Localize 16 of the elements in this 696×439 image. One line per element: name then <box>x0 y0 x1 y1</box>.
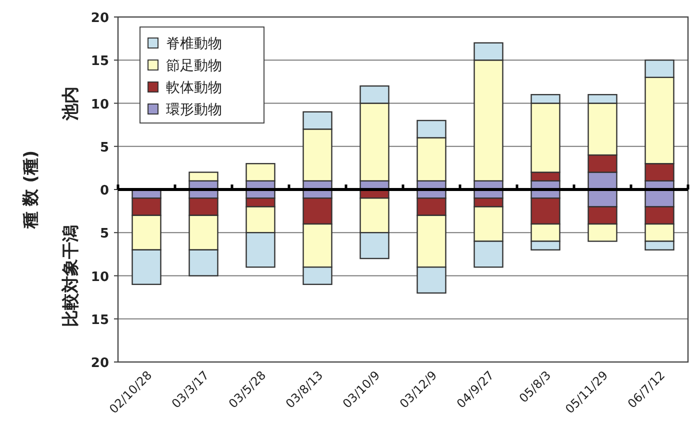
y-tick-label: 10 <box>90 97 109 112</box>
y-tick-label: 5 <box>100 140 109 156</box>
legend-label: 節足動物 <box>166 58 222 74</box>
y-tick-label: 20 <box>90 356 109 371</box>
y-tick-label: 5 <box>100 226 109 242</box>
legend-label: 環形動物 <box>166 102 222 118</box>
y-tick-label: 15 <box>90 312 109 328</box>
y-tick-label: 15 <box>90 54 109 70</box>
text: 池内 <box>61 86 81 122</box>
y-tick-label: 0 <box>100 184 109 198</box>
legend-label: 脊椎動物 <box>166 36 222 52</box>
y-tick-label: 10 <box>90 270 109 285</box>
text: 比較対象干潟 <box>61 224 81 327</box>
y-tick-label: 20 <box>90 11 109 26</box>
legend-label: 軟体動物 <box>166 80 222 96</box>
y-axis-title: 種 数 (種) <box>21 150 41 230</box>
